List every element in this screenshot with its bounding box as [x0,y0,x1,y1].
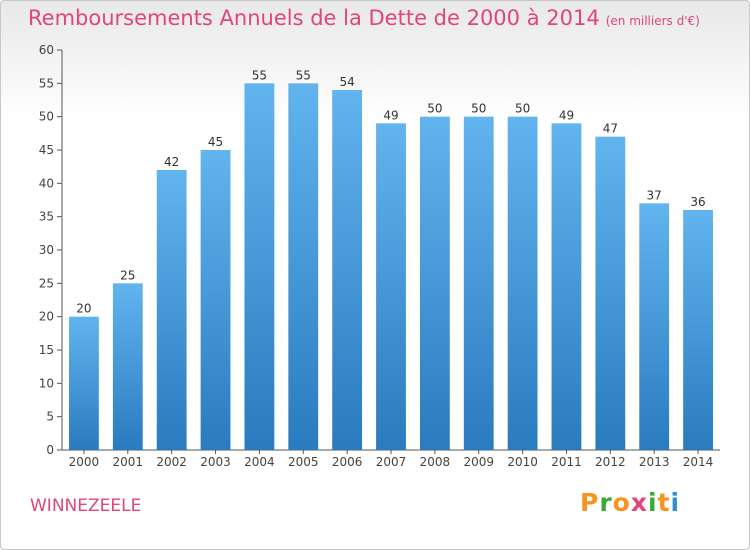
chart-subtitle: (en milliers d'€) [605,14,700,28]
y-tick-label: 50 [39,110,54,124]
logo-letter: t [657,488,671,517]
bar [112,283,143,450]
bar-value-label: 50 [515,102,530,116]
bar [595,136,626,450]
bar [683,210,713,450]
y-tick-label: 60 [39,43,54,57]
bar-value-label: 45 [208,135,223,149]
x-tick-label: 2005 [288,455,319,469]
x-tick-label: 2009 [463,455,494,469]
y-tick-label: 30 [39,243,54,257]
logo-letter: i [670,488,681,517]
x-tick-label: 2008 [420,455,451,469]
y-tick-label: 35 [39,210,54,224]
x-tick-label: 2007 [376,455,407,469]
bar [507,116,538,451]
logo-letter: o [612,488,631,517]
y-tick-label: 45 [39,143,54,157]
y-tick-label: 0 [46,443,54,457]
bar [332,90,363,450]
y-tick-label: 5 [46,410,54,424]
bar [463,116,494,451]
x-tick-label: 2011 [551,455,582,469]
bar-value-label: 49 [383,108,398,122]
bar-value-label: 55 [296,68,311,82]
bar-value-label: 55 [252,68,267,82]
bar-value-label: 25 [120,268,135,282]
bar-value-label: 37 [647,188,662,202]
bar [156,170,187,450]
logo-letter: i [648,488,658,517]
logo-letter: P [580,488,600,517]
title-text: Remboursements Annuels de la Dette de 20… [28,6,600,30]
bar [69,316,99,450]
x-tick-label: 2013 [639,455,670,469]
y-tick-label: 15 [39,343,54,357]
y-tick-label: 20 [39,310,54,324]
y-tick-label: 55 [39,76,54,90]
x-tick-label: 2004 [244,455,275,469]
bar [639,203,670,450]
y-tick-label: 40 [39,176,54,190]
x-tick-label: 2000 [69,455,100,469]
bar [200,150,231,450]
bar-value-label: 50 [427,102,442,116]
bar [551,123,582,450]
bar-value-label: 47 [603,122,618,136]
bar [419,116,450,451]
x-tick-label: 2002 [156,455,187,469]
bar-value-label: 42 [164,155,179,169]
commune-name: WINNEZEELE [30,496,142,516]
x-tick-label: 2010 [507,455,538,469]
bar [288,83,319,450]
x-tick-label: 2012 [595,455,626,469]
x-tick-label: 2001 [113,455,144,469]
chart-title: Remboursements Annuels de la Dette de 20… [28,6,700,30]
logo-letter: x [630,488,648,517]
bar [376,123,406,450]
bars: 20 25 42 45 55 55 54 49 50 50 50 49 47 37 36 [69,68,713,451]
x-tick-label: 2006 [332,455,363,469]
bar [244,83,275,450]
proxiti-logo[interactable]: Proxiti [580,488,680,517]
y-tick-label: 10 [39,376,54,390]
bar-value-label: 49 [559,108,574,122]
x-tick-label: 2003 [200,455,231,469]
bar-value-label: 54 [339,75,354,89]
x-tick-label: 2014 [683,455,714,469]
bar-value-label: 36 [690,195,705,209]
bar-value-label: 50 [471,102,486,116]
logo-letter: r [599,488,613,517]
bar-value-label: 20 [76,302,91,316]
y-tick-label: 25 [39,276,54,290]
